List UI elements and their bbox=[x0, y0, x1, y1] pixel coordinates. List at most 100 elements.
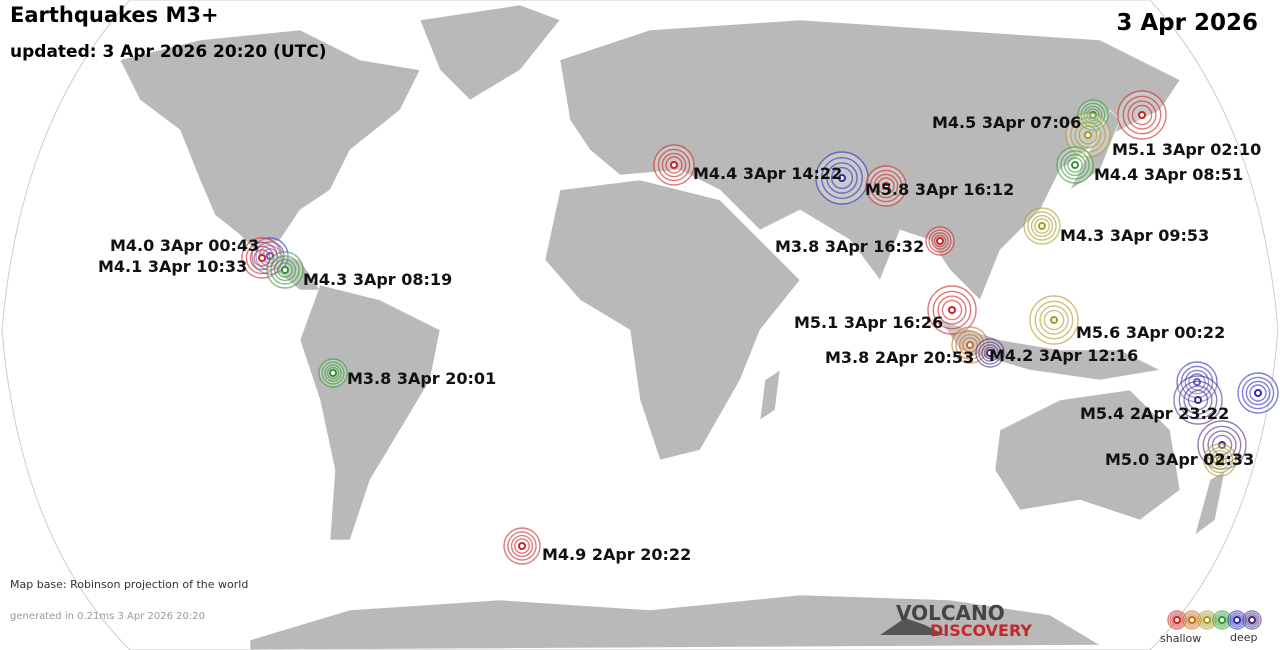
ring bbox=[1201, 614, 1213, 626]
quake-label: M5.1 3Apr 16:26 bbox=[794, 313, 943, 332]
ring-core bbox=[936, 237, 944, 245]
ring bbox=[1074, 121, 1102, 149]
ring bbox=[1186, 614, 1198, 626]
ring bbox=[826, 162, 858, 194]
quake-label: M5.6 3Apr 00:22 bbox=[1076, 323, 1225, 342]
quake-label: M5.8 3Apr 16:12 bbox=[865, 180, 1014, 199]
logo-top: VOLCANO bbox=[896, 601, 1005, 625]
quake-label: M4.3 3Apr 08:19 bbox=[303, 270, 452, 289]
ring-core bbox=[258, 254, 266, 262]
quake-label: M4.0 3Apr 00:43 bbox=[110, 236, 259, 255]
ring bbox=[1034, 218, 1050, 234]
quake-label: M4.2 3Apr 12:16 bbox=[989, 346, 1138, 365]
ring bbox=[321, 361, 345, 385]
logo-bottom: DISCOVERY bbox=[930, 621, 1032, 640]
ring bbox=[661, 152, 687, 178]
ring bbox=[1202, 425, 1242, 465]
ring bbox=[978, 341, 1002, 365]
title: Earthquakes M3+ bbox=[10, 3, 219, 27]
ring bbox=[877, 177, 895, 195]
ring bbox=[249, 245, 275, 271]
landmasses bbox=[119, 4, 1226, 650]
ring bbox=[1178, 380, 1218, 420]
quake-markers: M4.5 3Apr 07:06 M5.1 3Apr 02:10 M4.4 3Apr … bbox=[98, 90, 1279, 565]
ring bbox=[1067, 157, 1083, 173]
ring bbox=[514, 538, 530, 554]
ring bbox=[1231, 614, 1243, 626]
ring bbox=[869, 169, 903, 203]
quake-label: M5.1 3Apr 02:10 bbox=[1112, 140, 1261, 159]
ring bbox=[1122, 95, 1162, 135]
africa bbox=[544, 179, 801, 461]
madagascar bbox=[759, 369, 781, 421]
ring bbox=[933, 234, 947, 248]
ring-core bbox=[1254, 389, 1262, 397]
quake-label: M4.5 3Apr 07:06 bbox=[932, 113, 1081, 132]
ring bbox=[983, 346, 997, 360]
ring bbox=[873, 173, 899, 199]
generated: generated in 0.21ms 3 Apr 2026 20:20 bbox=[10, 611, 205, 622]
date: 3 Apr 2026 bbox=[1116, 10, 1258, 36]
ring-core bbox=[329, 369, 337, 377]
ring-core bbox=[518, 542, 526, 550]
ring bbox=[1244, 612, 1260, 628]
ring bbox=[277, 262, 293, 278]
new-zealand bbox=[1194, 469, 1226, 536]
ring-core bbox=[1138, 111, 1146, 119]
ring bbox=[962, 337, 978, 353]
ring bbox=[1210, 450, 1230, 470]
quake-label: M3.8 3Apr 16:32 bbox=[775, 237, 924, 256]
ring bbox=[1080, 102, 1106, 128]
ring-core bbox=[838, 174, 846, 182]
ring bbox=[657, 148, 691, 182]
quake-label: M5.0 3Apr 02:33 bbox=[1105, 450, 1254, 469]
ring bbox=[253, 249, 271, 267]
ring bbox=[326, 366, 340, 380]
ring bbox=[1246, 614, 1258, 626]
antarctica bbox=[249, 594, 1102, 650]
ring bbox=[1184, 369, 1210, 395]
ring bbox=[1060, 150, 1090, 180]
quake-label: M3.8 3Apr 20:01 bbox=[347, 369, 496, 388]
ring-core bbox=[1071, 161, 1079, 169]
south-america bbox=[299, 284, 441, 541]
ring bbox=[1063, 153, 1087, 177]
ring bbox=[830, 166, 854, 190]
depth-legend bbox=[1167, 610, 1262, 630]
ring bbox=[1187, 389, 1209, 411]
quake-label: M4.3 3Apr 09:53 bbox=[1060, 226, 1209, 245]
ring bbox=[1027, 211, 1057, 241]
ring bbox=[1131, 104, 1153, 126]
legend-deep: deep bbox=[1230, 631, 1258, 644]
ring bbox=[1127, 100, 1157, 130]
ring bbox=[507, 531, 537, 561]
quake-label: M4.4 3Apr 08:51 bbox=[1094, 165, 1243, 184]
ring bbox=[665, 156, 683, 174]
ring bbox=[928, 229, 952, 253]
ring-core bbox=[1050, 316, 1058, 324]
ring bbox=[821, 157, 863, 199]
quake-label: M4.4 3Apr 14:22 bbox=[693, 164, 842, 183]
australia bbox=[994, 389, 1181, 521]
ring bbox=[510, 534, 534, 558]
ring-core bbox=[1203, 616, 1211, 624]
ring bbox=[1169, 612, 1185, 628]
north-america bbox=[119, 29, 421, 251]
ring bbox=[981, 344, 999, 362]
ring bbox=[955, 330, 985, 360]
ring bbox=[941, 299, 963, 321]
ring-core bbox=[1248, 616, 1256, 624]
ring bbox=[1043, 309, 1065, 331]
ring bbox=[1039, 305, 1069, 335]
ring-core bbox=[1084, 131, 1092, 139]
ring-core bbox=[966, 341, 974, 349]
logo-icon bbox=[880, 618, 945, 635]
ring bbox=[1184, 612, 1200, 628]
ring-core bbox=[1188, 616, 1196, 624]
updated: updated: 3 Apr 2026 20:20 (UTC) bbox=[10, 42, 327, 62]
ring bbox=[1241, 376, 1275, 410]
quake-label: M3.8 2Apr 20:53 bbox=[825, 348, 974, 367]
ring bbox=[1245, 380, 1271, 406]
quake-label: M4.1 3Apr 10:33 bbox=[98, 257, 247, 276]
